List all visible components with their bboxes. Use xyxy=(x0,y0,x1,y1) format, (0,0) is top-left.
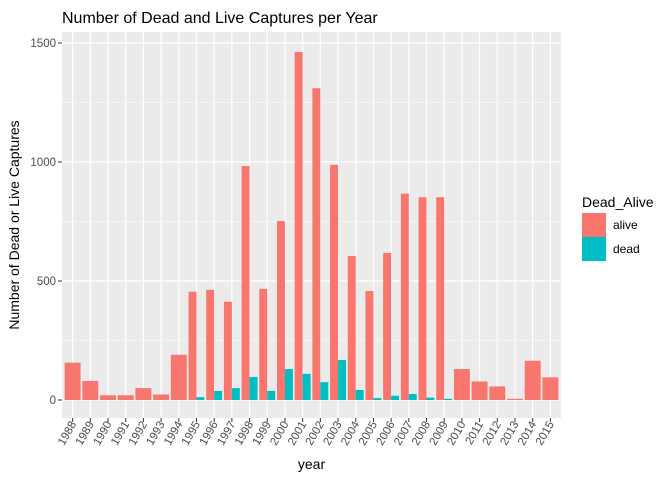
bar-dead-2003 xyxy=(338,360,347,400)
bar-alive-1988 xyxy=(64,362,81,400)
bar-alive-2006 xyxy=(383,252,392,400)
bar-alive-1990 xyxy=(100,395,116,400)
bar-alive-1989 xyxy=(82,380,99,400)
legend-key-dead xyxy=(582,237,606,261)
x-tick-label: 2015 xyxy=(534,420,557,448)
bar-dead-2000 xyxy=(284,369,293,400)
chart-title: Number of Dead and Live Captures per Yea… xyxy=(62,10,378,27)
legend-key-alive xyxy=(582,213,606,237)
bar-dead-2009 xyxy=(444,398,453,400)
bar-alive-2015 xyxy=(542,377,559,400)
y-tick-label: 500 xyxy=(37,276,56,288)
bar-alive-1992 xyxy=(135,388,152,400)
bar-alive-1995 xyxy=(188,291,197,400)
legend-label-dead: dead xyxy=(613,242,640,256)
bar-alive-2001 xyxy=(294,52,303,400)
bars xyxy=(64,52,559,400)
bar-alive-1996 xyxy=(206,289,215,400)
y-axis-title: Number of Dead or Live Captures xyxy=(6,120,22,329)
x-axis: 1988198919901991199219931994199519961997… xyxy=(56,418,557,448)
bar-dead-1998 xyxy=(249,376,258,400)
bar-dead-2008 xyxy=(426,397,435,400)
y-tick-label: 0 xyxy=(50,395,56,407)
bar-alive-2009 xyxy=(436,197,445,400)
bar-dead-2007 xyxy=(408,394,417,400)
bar-alive-1997 xyxy=(223,301,232,400)
bar-alive-1993 xyxy=(153,394,170,400)
bar-dead-2004 xyxy=(355,390,364,400)
bar-dead-2006 xyxy=(391,395,400,400)
y-axis: 0 500 1000 1500 xyxy=(30,38,62,407)
bar-alive-2002 xyxy=(312,88,321,400)
y-tick-label: 1500 xyxy=(30,38,56,50)
bar-alive-1999 xyxy=(259,288,268,400)
x-tick-label: 2010 xyxy=(445,420,468,448)
bar-dead-1996 xyxy=(214,390,223,400)
bar-dead-2001 xyxy=(302,373,311,400)
bar-alive-2004 xyxy=(347,256,356,400)
bar-alive-2007 xyxy=(400,193,409,400)
bar-alive-2012 xyxy=(489,386,506,400)
bar-alive-1998 xyxy=(241,166,250,400)
bar-dead-2002 xyxy=(320,382,329,400)
legend-title: Dead_Alive xyxy=(582,194,654,210)
bar-alive-2011 xyxy=(471,381,488,400)
bar-alive-2013 xyxy=(507,398,523,400)
legend: Dead_Alive alive dead xyxy=(582,194,654,261)
bar-alive-2000 xyxy=(276,221,285,400)
bar-alive-2008 xyxy=(418,197,427,400)
bar-alive-2014 xyxy=(524,360,541,400)
bar-alive-1994 xyxy=(170,354,187,400)
bar-alive-2010 xyxy=(453,369,470,400)
x-axis-title: year xyxy=(298,456,326,472)
bar-alive-2003 xyxy=(330,164,339,400)
bar-dead-2005 xyxy=(373,398,382,400)
bar-dead-1995 xyxy=(196,397,205,400)
plot-panel xyxy=(62,32,561,418)
legend-label-alive: alive xyxy=(613,218,638,232)
bar-alive-1991 xyxy=(117,395,134,400)
y-tick-label: 1000 xyxy=(30,157,56,169)
bar-alive-2005 xyxy=(365,290,374,400)
bar-dead-1999 xyxy=(267,390,276,400)
bar-dead-1997 xyxy=(231,388,240,400)
